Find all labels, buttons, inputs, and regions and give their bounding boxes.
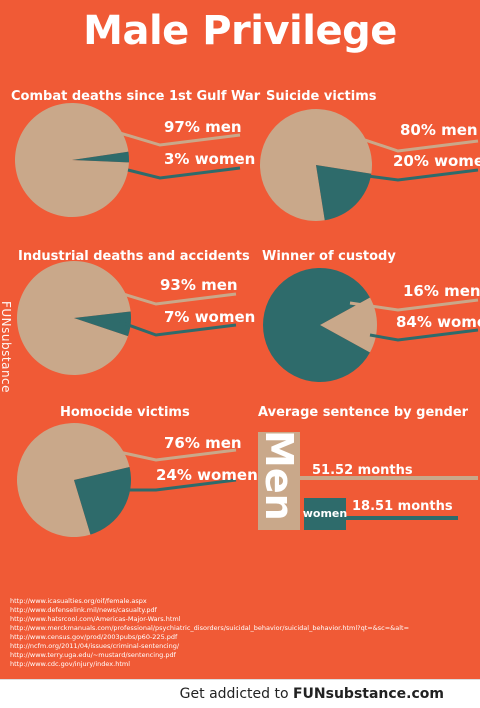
sentence-men-value: 51.52 months: [312, 463, 413, 478]
pie-slice-men: [320, 297, 377, 353]
leader-line-women: [118, 478, 237, 492]
leader-line-women: [119, 320, 237, 337]
label-suicide-women: 20% women: [393, 152, 480, 170]
leader-line-men: [349, 298, 479, 312]
side-watermark: FUNsubstance: [0, 301, 13, 394]
sources-list: http://www.icasualties.org/oif/female.as…: [10, 597, 409, 669]
pie-slice-women: [316, 165, 372, 221]
footer-text: Get addicted to FUNsubstance.com: [180, 686, 444, 702]
label-custody-men: 16% men: [403, 282, 480, 300]
pie-slice-men: [17, 423, 130, 537]
leader-line-women: [369, 328, 479, 342]
label-custody-women: 84% women: [396, 313, 480, 331]
pie-slice-men: [14, 102, 129, 217]
label-combat-men: 97% men: [164, 118, 242, 136]
leader-line-women: [359, 168, 479, 182]
sentence-bar-men: [258, 432, 300, 530]
source-link: http://www.hatsrcool.com/Americas-Major-…: [10, 615, 181, 623]
source-link: http://ncfm.org/2011/04/issues/criminal-…: [10, 642, 180, 650]
sentence-men-word: Men: [257, 430, 301, 521]
label-suicide-men: 80% men: [400, 121, 478, 139]
leader-line-men: [99, 125, 241, 147]
leader-line-women: [127, 166, 241, 180]
pie-slice-men: [17, 260, 131, 375]
source-link: http://www.census.gov/prod/2003pubs/p60-…: [10, 633, 178, 641]
source-link: http://www.merckmanuals.com/professional…: [10, 624, 410, 632]
chart-title-industrial: Industrial deaths and accidents: [18, 249, 250, 264]
leader-line-men: [349, 133, 479, 153]
page-title: Male Privilege: [83, 8, 397, 54]
label-homicide-women: 24% women: [156, 466, 258, 484]
pie-slice-women: [72, 151, 129, 163]
pie-slice-women: [74, 311, 131, 337]
chart-title-combat: Combat deaths since 1st Gulf War: [11, 89, 261, 104]
sentence-women-word: women: [302, 507, 348, 520]
chart-title-homicide: Homocide victims: [60, 405, 190, 420]
label-combat-women: 3% women: [164, 150, 256, 168]
chart-title-custody: Winner of custody: [262, 249, 396, 264]
sentence-bar-women: [304, 498, 346, 530]
source-link: http://www.defenselink.mil/news/casualty…: [10, 606, 157, 614]
label-industrial-women: 7% women: [164, 308, 256, 326]
leader-line-men: [109, 448, 237, 462]
leader-line-men: [109, 288, 237, 306]
label-industrial-men: 93% men: [160, 276, 238, 294]
chart-title-sentence: Average sentence by gender: [258, 405, 469, 420]
footer-prefix: Get addicted to: [179, 686, 293, 702]
source-link: http://www.icasualties.org/oif/female.as…: [10, 597, 147, 605]
chart-title-suicide: Suicide victims: [266, 89, 377, 104]
pie-slice-women: [263, 268, 370, 382]
source-link: http://www.cdc.gov/injury/index.html: [10, 660, 131, 668]
source-link: http://www.terry.uga.edu/~mustard/senten…: [10, 651, 176, 659]
footer-bar: Get addicted to FUNsubstance.com: [0, 679, 480, 708]
sentence-women-value: 18.51 months: [352, 499, 453, 514]
footer-brand: FUNsubstance.com: [292, 686, 444, 702]
pie-slice-women: [74, 466, 131, 535]
label-homicide-men: 76% men: [164, 434, 242, 452]
